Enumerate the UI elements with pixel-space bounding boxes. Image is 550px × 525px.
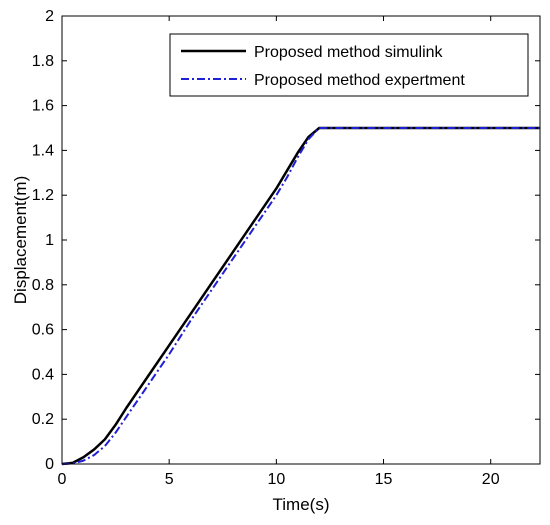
x-tick-label: 15 bbox=[375, 471, 393, 488]
x-tick-label: 5 bbox=[165, 471, 174, 488]
ticks-layer: 0 5 10 15 20 0 0.2 0.4 0.6 0.8 1 1.2 1.4 1.6 1.8 2 bbox=[32, 8, 540, 488]
y-tick-label: 2 bbox=[45, 8, 54, 25]
x-tick-label: 0 bbox=[58, 471, 67, 488]
y-tick-label: 1.8 bbox=[32, 53, 54, 70]
y-tick-label: 0.6 bbox=[32, 322, 54, 339]
y-tick-label: 0.2 bbox=[32, 411, 54, 428]
x-tick-label: 10 bbox=[267, 471, 285, 488]
legend-label-simulink: Proposed method simulink bbox=[254, 44, 444, 61]
y-tick-label: 1.2 bbox=[32, 187, 54, 204]
y-tick-label: 0.4 bbox=[32, 366, 54, 383]
y-tick-label: 1.4 bbox=[32, 142, 54, 159]
y-tick-label: 0.8 bbox=[32, 277, 54, 294]
legend-label-expertment: Proposed method expertment bbox=[254, 72, 465, 89]
y-tick-label: 0 bbox=[45, 456, 54, 473]
x-axis-title: Time(s) bbox=[273, 495, 330, 514]
y-tick-label: 1.6 bbox=[32, 98, 54, 115]
legend: Proposed method simulink Proposed method… bbox=[169, 33, 529, 97]
series-layer bbox=[61, 126, 540, 466]
y-tick-label: 1 bbox=[45, 232, 54, 249]
x-tick-label: 20 bbox=[482, 471, 500, 488]
y-axis-title: Displacement(m) bbox=[11, 176, 30, 304]
series-line-1 bbox=[61, 127, 540, 465]
legend-box bbox=[169, 33, 529, 97]
